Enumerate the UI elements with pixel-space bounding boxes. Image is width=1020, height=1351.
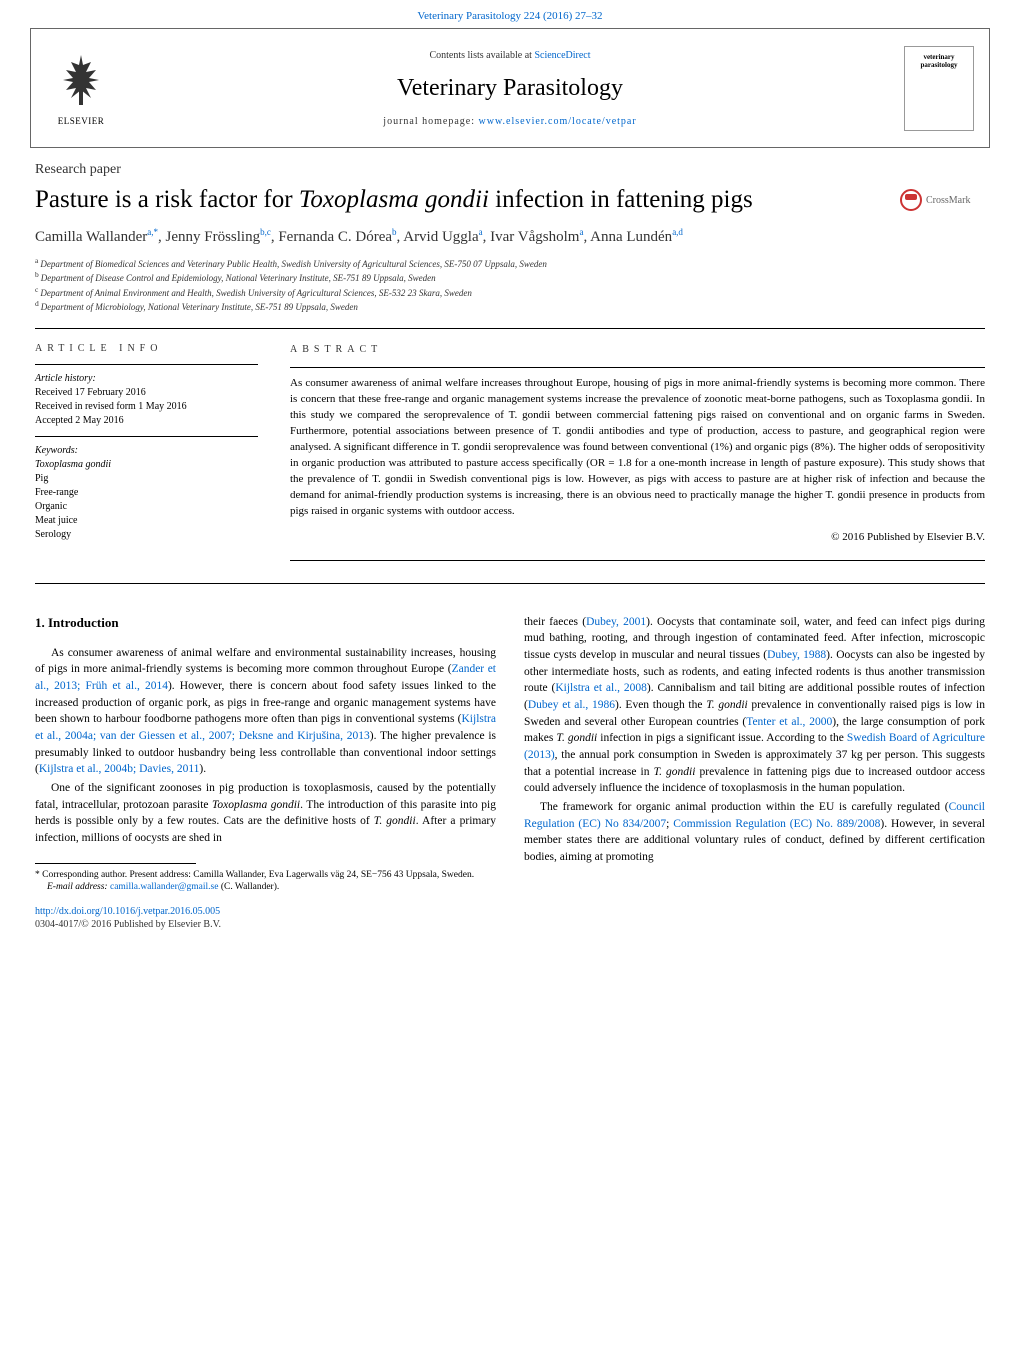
body-columns: 1. Introduction As consumer awareness of… (35, 614, 985, 895)
accepted-date: Accepted 2 May 2016 (35, 414, 270, 428)
author: Fernanda C. Dóreab (278, 229, 396, 245)
journal-cover-box: veterinary parasitology (904, 46, 974, 131)
corresponding-author-footnote: * Corresponding author. Present address:… (35, 869, 496, 882)
citation-link[interactable]: Dubey, 2001 (586, 616, 646, 628)
divider (290, 367, 985, 368)
citation-link[interactable]: Commission Regulation (EC) No. 889/2008 (673, 818, 880, 830)
affiliation: bDepartment of Disease Control and Epide… (35, 270, 985, 285)
keyword: Organic (35, 500, 270, 514)
doi-link[interactable]: http://dx.doi.org/10.1016/j.vetpar.2016.… (35, 906, 985, 917)
affiliations: aDepartment of Biomedical Sciences and V… (35, 256, 985, 314)
authors-list: Camilla Wallandera,*, Jenny Frösslingb,c… (35, 227, 985, 246)
divider (35, 364, 258, 365)
author: Anna Lundéna,d (590, 229, 683, 245)
affiliation: aDepartment of Biomedical Sciences and V… (35, 256, 985, 271)
divider (35, 436, 258, 437)
citation-link[interactable]: Dubey et al., 1986 (528, 699, 615, 711)
divider (290, 560, 985, 561)
citation-link[interactable]: Kijlstra et al., 2008 (555, 682, 647, 694)
affiliation: dDepartment of Microbiology, National Ve… (35, 299, 985, 314)
affiliation: cDepartment of Animal Environment and He… (35, 285, 985, 300)
keyword: Serology (35, 528, 270, 542)
issn-copyright: 0304-4017/© 2016 Published by Elsevier B… (35, 919, 985, 930)
keyword: Toxoplasma gondii (35, 458, 270, 472)
keyword: Free-range (35, 486, 270, 500)
introduction-heading: 1. Introduction (35, 614, 496, 633)
keyword: Pig (35, 472, 270, 486)
footnote-rule (35, 863, 196, 864)
journal-citation-link[interactable]: Veterinary Parasitology 224 (2016) 27–32 (0, 0, 1020, 28)
author: Jenny Frösslingb,c (165, 229, 270, 245)
sciencedirect-link[interactable]: ScienceDirect (534, 50, 590, 61)
contents-available-label: Contents lists available at ScienceDirec… (139, 50, 881, 61)
revised-date: Received in revised form 1 May 2016 (35, 400, 270, 414)
journal-homepage-link[interactable]: www.elsevier.com/locate/vetpar (479, 116, 637, 127)
author: Camilla Wallandera,* (35, 229, 158, 245)
crossmark-icon (900, 189, 922, 211)
crossmark-badge[interactable]: CrossMark (900, 184, 985, 216)
body-column-left: 1. Introduction As consumer awareness of… (35, 614, 496, 895)
body-paragraph: The framework for organic animal product… (524, 799, 985, 866)
paper-title: Pasture is a risk factor for Toxoplasma … (35, 184, 753, 217)
elsevier-tree-icon (51, 50, 111, 110)
author: Arvid Ugglaa (403, 229, 482, 245)
citation-link[interactable]: Kijlstra et al., 2004b; Davies, 2011 (39, 763, 200, 775)
body-paragraph: One of the significant zoonoses in pig p… (35, 780, 496, 847)
email-link[interactable]: camilla.wallander@gmail.se (110, 882, 218, 892)
journal-homepage-label: journal homepage: www.elsevier.com/locat… (139, 116, 881, 127)
history-label: Article history: (35, 373, 270, 384)
publisher-name: ELSEVIER (58, 116, 105, 126)
journal-name: Veterinary Parasitology (139, 75, 881, 102)
paper-type-label: Research paper (35, 162, 985, 178)
author: Ivar Vågsholma (490, 229, 583, 245)
keyword: Meat juice (35, 514, 270, 528)
journal-header: ELSEVIER Contents lists available at Sci… (30, 28, 990, 148)
citation-link[interactable]: Tenter et al., 2000 (746, 716, 832, 728)
journal-cover: veterinary parasitology (889, 29, 989, 147)
publisher-logo: ELSEVIER (31, 29, 131, 147)
received-date: Received 17 February 2016 (35, 386, 270, 400)
header-center: Contents lists available at ScienceDirec… (131, 29, 889, 147)
article-info-heading: ARTICLE INFO (35, 343, 270, 354)
copyright: © 2016 Published by Elsevier B.V. (290, 530, 985, 546)
article-info: ARTICLE INFO Article history: Received 1… (35, 343, 290, 569)
keywords-label: Keywords: (35, 445, 270, 456)
body-column-right: their faeces (Dubey, 2001). Oocysts that… (524, 614, 985, 895)
body-paragraph: their faeces (Dubey, 2001). Oocysts that… (524, 614, 985, 797)
citation-link[interactable]: Dubey, 1988 (767, 649, 826, 661)
abstract-text: As consumer awareness of animal welfare … (290, 376, 985, 519)
email-footnote: E-mail address: camilla.wallander@gmail.… (35, 881, 496, 894)
body-paragraph: As consumer awareness of animal welfare … (35, 645, 496, 778)
section-divider (35, 583, 985, 584)
abstract-heading: ABSTRACT (290, 343, 985, 358)
abstract: ABSTRACT As consumer awareness of animal… (290, 343, 985, 569)
crossmark-label: CrossMark (926, 195, 970, 206)
